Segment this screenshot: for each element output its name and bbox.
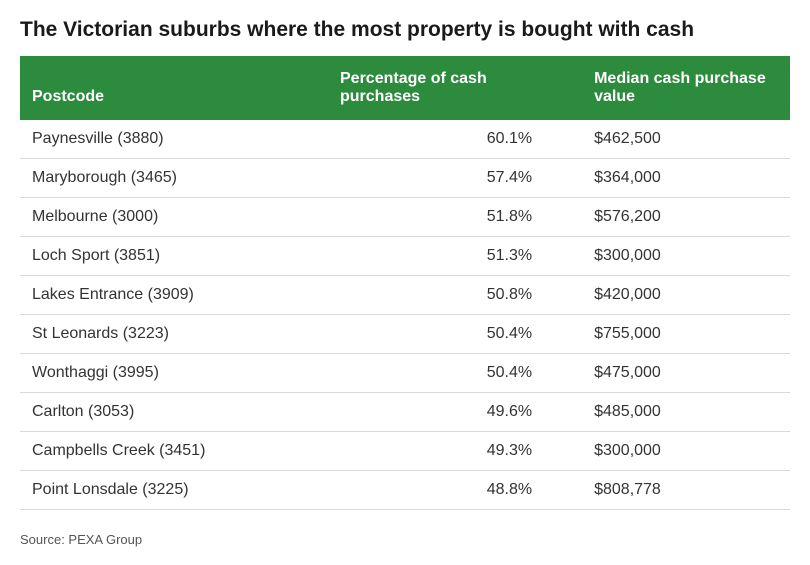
cell-postcode: Carlton (3053) xyxy=(20,393,328,432)
cell-median: $420,000 xyxy=(582,276,790,315)
cell-postcode: Paynesville (3880) xyxy=(20,120,328,159)
source-text: Source: PEXA Group xyxy=(20,532,790,547)
table-row: Loch Sport (3851)51.3%$300,000 xyxy=(20,237,790,276)
cell-median: $462,500 xyxy=(582,120,790,159)
table-row: Wonthaggi (3995)50.4%$475,000 xyxy=(20,354,790,393)
cell-median: $808,778 xyxy=(582,471,790,510)
cell-median: $755,000 xyxy=(582,315,790,354)
cell-postcode: Wonthaggi (3995) xyxy=(20,354,328,393)
cell-postcode: Lakes Entrance (3909) xyxy=(20,276,328,315)
table-row: Campbells Creek (3451)49.3%$300,000 xyxy=(20,432,790,471)
cell-percentage: 49.6% xyxy=(328,393,582,432)
table-header-row: Postcode Percentage of cash purchases Me… xyxy=(20,56,790,120)
cell-median: $475,000 xyxy=(582,354,790,393)
cell-percentage: 50.4% xyxy=(328,354,582,393)
cell-percentage: 48.8% xyxy=(328,471,582,510)
cell-percentage: 49.3% xyxy=(328,432,582,471)
col-header-median: Median cash purchase value xyxy=(582,56,790,120)
table-row: Lakes Entrance (3909)50.8%$420,000 xyxy=(20,276,790,315)
table-row: Maryborough (3465)57.4%$364,000 xyxy=(20,159,790,198)
table-row: Point Lonsdale (3225)48.8%$808,778 xyxy=(20,471,790,510)
col-header-postcode: Postcode xyxy=(20,56,328,120)
cell-percentage: 51.8% xyxy=(328,198,582,237)
cell-median: $300,000 xyxy=(582,237,790,276)
cell-postcode: Melbourne (3000) xyxy=(20,198,328,237)
page-title: The Victorian suburbs where the most pro… xyxy=(20,18,790,42)
cell-postcode: Point Lonsdale (3225) xyxy=(20,471,328,510)
cell-percentage: 50.8% xyxy=(328,276,582,315)
cell-median: $576,200 xyxy=(582,198,790,237)
cell-median: $364,000 xyxy=(582,159,790,198)
cash-purchases-table: Postcode Percentage of cash purchases Me… xyxy=(20,56,790,510)
col-header-percentage: Percentage of cash purchases xyxy=(328,56,582,120)
table-row: St Leonards (3223)50.4%$755,000 xyxy=(20,315,790,354)
table-row: Melbourne (3000)51.8%$576,200 xyxy=(20,198,790,237)
cell-median: $485,000 xyxy=(582,393,790,432)
cell-postcode: St Leonards (3223) xyxy=(20,315,328,354)
cell-postcode: Loch Sport (3851) xyxy=(20,237,328,276)
table-row: Paynesville (3880)60.1%$462,500 xyxy=(20,120,790,159)
cell-percentage: 60.1% xyxy=(328,120,582,159)
cell-postcode: Campbells Creek (3451) xyxy=(20,432,328,471)
cell-percentage: 50.4% xyxy=(328,315,582,354)
table-row: Carlton (3053)49.6%$485,000 xyxy=(20,393,790,432)
cell-percentage: 57.4% xyxy=(328,159,582,198)
cell-postcode: Maryborough (3465) xyxy=(20,159,328,198)
cell-median: $300,000 xyxy=(582,432,790,471)
cell-percentage: 51.3% xyxy=(328,237,582,276)
